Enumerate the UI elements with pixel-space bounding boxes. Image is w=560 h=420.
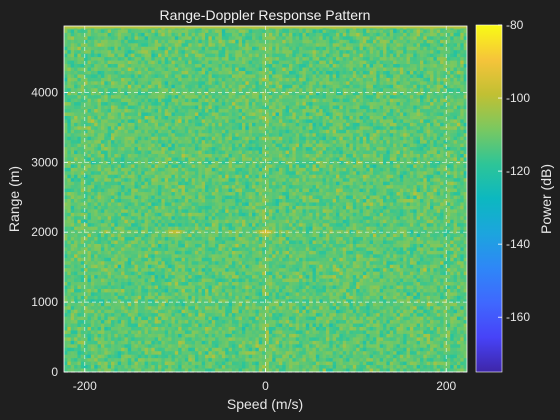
y-tick-label: 2000 xyxy=(31,225,58,239)
colorbar-tick-label: -120 xyxy=(506,164,530,178)
x-tick-label: 0 xyxy=(262,379,269,393)
y-tick-label: 3000 xyxy=(31,155,58,169)
colorbar-label: Power (dB) xyxy=(538,164,554,234)
y-tick-label: 1000 xyxy=(31,295,58,309)
y-axis-label: Range (m) xyxy=(6,166,22,232)
colorbar xyxy=(475,24,503,373)
colorbar-axis: -160 -140 -120 -100 -80 xyxy=(498,18,530,324)
grid-lines xyxy=(64,26,467,373)
colorbar-tick-label: -160 xyxy=(506,310,530,324)
chart-title: Range-Doppler Response Pattern xyxy=(160,7,371,23)
colorbar-tick-label: -140 xyxy=(506,237,530,251)
heatmap-image xyxy=(64,26,467,372)
x-axis: -200 0 200 xyxy=(73,368,457,393)
x-tick-label: 200 xyxy=(436,379,456,393)
y-tick-label: 0 xyxy=(51,365,58,379)
x-axis-label: Speed (m/s) xyxy=(227,396,303,412)
x-tick-label: -200 xyxy=(73,379,97,393)
colorbar-tick-label: -100 xyxy=(506,91,530,105)
y-axis: 0 1000 2000 3000 4000 xyxy=(31,85,68,379)
y-tick-label: 4000 xyxy=(31,85,58,99)
colorbar-tick-label: -80 xyxy=(506,18,524,32)
